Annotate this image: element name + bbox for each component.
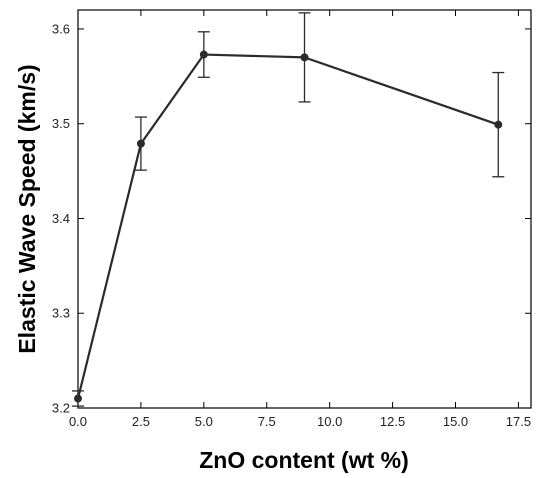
data-point [199,50,208,59]
y-tick-label: 3.4 [52,211,70,226]
data-point [300,53,309,62]
x-axis-ticks: 0.0 2.5 5.0 7.5 10.0 12.5 15.0 17.5 [69,10,531,429]
x-tick-label: 2.5 [132,414,150,429]
x-tick-label: 17.5 [506,414,531,429]
data-point [74,394,82,403]
x-axis-title: ZnO content (wt %) [199,447,409,473]
y-tick-label: 3.3 [52,306,70,321]
plot-frame [77,9,532,409]
x-tick-label: 10.0 [317,414,342,429]
y-tick-label: 3.6 [52,21,70,36]
data-point [494,120,503,129]
data-point [136,139,145,148]
y-tick-label: 3.2 [52,401,70,416]
y-tick-label: 3.5 [52,116,70,131]
series-layer [72,12,505,407]
y-axis-title: Elastic Wave Speed (km/s) [14,64,40,353]
x-tick-label: 12.5 [380,414,405,429]
series-line [76,53,499,399]
x-tick-label: 0.0 [69,414,87,429]
x-tick-label: 15.0 [443,414,468,429]
x-tick-label: 5.0 [195,414,213,429]
y-axis-ticks: 3.2 3.3 3.4 3.5 3.6 [52,21,531,416]
x-tick-label: 7.5 [258,414,276,429]
